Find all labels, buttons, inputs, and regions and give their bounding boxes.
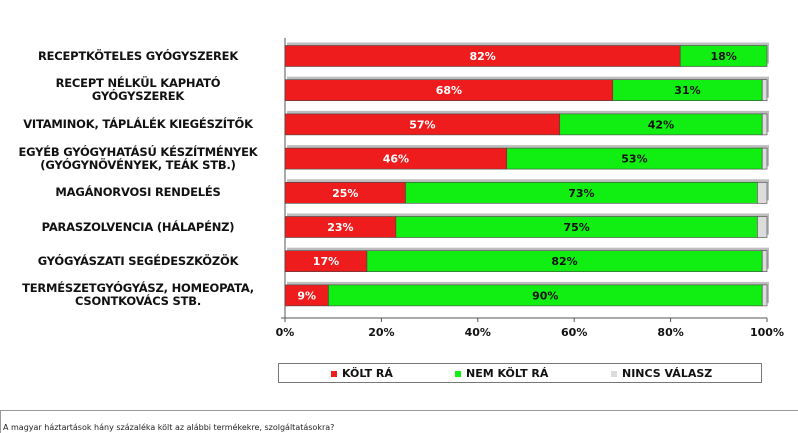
category-label-line: GYÓGYÁSZATI SEGÉDESZKÖZÖK: [37, 253, 239, 268]
bar-segment-nincs-valasz: [761, 79, 768, 101]
data-label: 18%: [710, 50, 736, 63]
legend-label-nincs-valasz: NINCS VÁLASZ: [622, 367, 713, 380]
category-label: EGYÉB GYÓGYHATÁSÚ KÉSZÍTMÉNYEK (GYÓGYNÖVÉ…: [4, 144, 272, 172]
category-label: RECEPTKÖTELES GYÓGYSZEREK: [4, 48, 272, 63]
legend-item-nincs-valasz: NINCS VÁLASZ: [611, 367, 712, 380]
data-label: 75%: [563, 221, 589, 234]
bar-segment-nincs-valasz: [761, 113, 768, 136]
category-label-line: TERMÉSZETGYÓGYÁSZ, HOMEOPATA,: [22, 281, 254, 296]
category-label-line: RECEPTKÖTELES GYÓGYSZEREK: [37, 48, 239, 63]
legend-item-kolt-ra: KÖLT RÁ: [331, 367, 393, 380]
category-label-line: (GYÓGYNÖVÉNYEK, TEÁK STB.): [40, 157, 236, 172]
x-tick-label: 20%: [368, 326, 394, 339]
data-label: 90%: [532, 289, 558, 302]
data-label: 23%: [327, 221, 353, 234]
data-label: 73%: [568, 187, 594, 200]
legend-swatch-red: [331, 370, 337, 377]
category-label-line: CSONTKOVÁCS STB.: [74, 294, 202, 309]
category-label-line: MAGÁNORVOSI RENDELÉS: [55, 185, 221, 200]
data-label: 9%: [297, 289, 316, 302]
category-label: MAGÁNORVOSI RENDELÉS: [4, 186, 272, 199]
data-label: 82%: [469, 50, 495, 63]
legend-label-kolt-ra: KÖLT RÁ: [342, 367, 393, 380]
category-label-line: GYÓGYSZEREK: [91, 89, 185, 104]
bar-segment-nincs-valasz: [761, 250, 768, 272]
category-label: GYÓGYÁSZATI SEGÉDESZKÖZÖK: [4, 253, 272, 268]
x-tick-label: 100%: [750, 326, 784, 339]
legend-swatch-green: [455, 370, 461, 377]
data-label: 31%: [674, 84, 700, 97]
bar-segment-nincs-valasz: [761, 284, 768, 307]
category-label-line: EGYÉB GYÓGYHATÁSÚ KÉSZÍTMÉNYEK: [18, 144, 258, 159]
footnote: A magyar háztartások hány százaléka költ…: [0, 410, 798, 433]
data-label: 53%: [621, 153, 647, 166]
legend-label-nem-kolt-ra: NEM KÖLT RÁ: [466, 367, 549, 380]
stacked-bar-chart: 0% 20% 40% 60% 80% 100% 82% 18% 68% 31% 57% 42% 46% 5…: [276, 38, 784, 339]
x-tick-label: 60%: [561, 326, 587, 339]
bar-segment-nincs-valasz: [757, 182, 768, 204]
data-label: 82%: [551, 255, 577, 268]
x-tick-label: 0%: [276, 326, 295, 339]
category-label-line: RECEPT NÉLKÜL KAPHATÓ: [55, 76, 221, 91]
category-label: VITAMINOK, TÁPLÁLÉK KIEGÉSZÍTŐK: [4, 116, 272, 131]
legend: KÖLT RÁ NEM KÖLT RÁ NINCS VÁLASZ: [278, 363, 762, 383]
legend-swatch-gray: [611, 370, 617, 377]
bar-segment-nem-kolt-ra: [679, 45, 768, 67]
footnote-text: A magyar háztartások hány százaléka költ…: [3, 423, 335, 432]
legend-item-nem-kolt-ra: NEM KÖLT RÁ: [455, 367, 548, 380]
data-label: 68%: [436, 84, 462, 97]
category-label-line: VITAMINOK, TÁPLÁLÉK KIEGÉSZÍTŐK: [23, 116, 253, 131]
data-label: 25%: [332, 187, 358, 200]
category-label-line: PARASZOLVENCIA (HÁLAPÉNZ): [41, 219, 235, 234]
bar-segment-nincs-valasz: [757, 216, 768, 238]
x-tick-label: 80%: [657, 326, 683, 339]
data-label: 42%: [648, 118, 674, 131]
data-label: 17%: [313, 255, 339, 268]
bar-segment-nincs-valasz: [761, 147, 768, 170]
data-label: 57%: [409, 118, 435, 131]
x-tick-label: 40%: [465, 326, 491, 339]
data-label: 46%: [383, 153, 409, 166]
category-label: RECEPT NÉLKÜL KAPHATÓ GYÓGYSZEREK: [4, 77, 272, 103]
category-label: TERMÉSZETGYÓGYÁSZ, HOMEOPATA, CSONTKOVÁCS…: [4, 282, 272, 308]
category-label: PARASZOLVENCIA (HÁLAPÉNZ): [4, 219, 272, 234]
